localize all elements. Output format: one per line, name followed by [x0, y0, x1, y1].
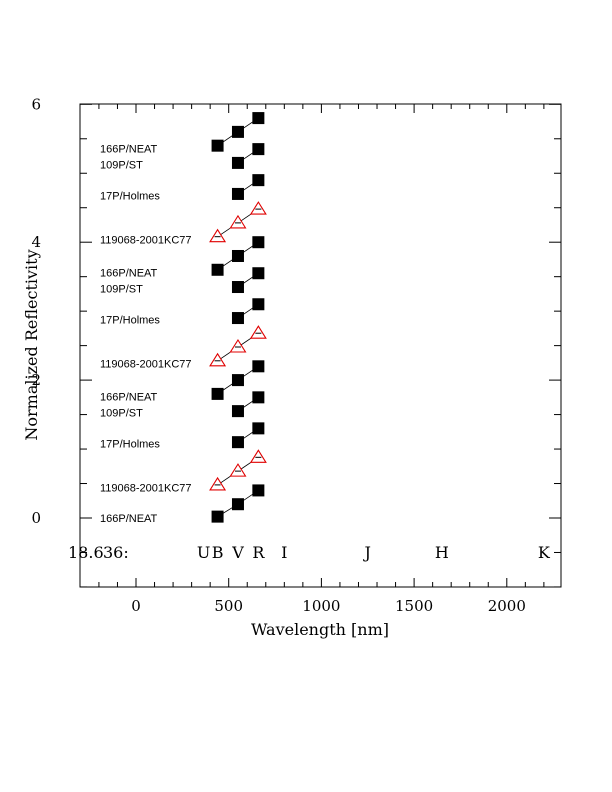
band-label: R [252, 543, 265, 562]
y-tick-label: 6 [31, 95, 41, 113]
data-series [209, 112, 267, 523]
object-label: 166P/NEAT [100, 513, 158, 525]
data-point-triangle [209, 352, 227, 367]
x-tick-label: 1000 [302, 597, 340, 615]
x-tick-label: 0 [131, 597, 141, 615]
object-label: 109P/ST [100, 283, 143, 295]
data-point-square [231, 187, 244, 200]
series-group [231, 391, 265, 418]
series-group [231, 174, 265, 200]
data-point-square [252, 143, 265, 156]
band-label: B [212, 543, 224, 562]
data-point-square [211, 510, 224, 523]
series-group [211, 236, 265, 276]
data-point-triangle [249, 449, 267, 463]
object-label: 166P/NEAT [100, 143, 158, 155]
band-label: J [363, 543, 371, 562]
x-tick-label: 500 [214, 597, 243, 615]
data-point-square [231, 156, 244, 169]
series-group [211, 360, 265, 400]
data-point-square [252, 391, 265, 404]
band-label: V [231, 543, 244, 562]
object-label: 119068-2001KC77 [100, 234, 192, 246]
x-axis-label: Wavelength [nm] [251, 620, 389, 639]
series-group [231, 422, 265, 449]
data-point-square [211, 387, 224, 400]
header-text: 36:18.6 [68, 543, 129, 562]
band-label: H [435, 543, 449, 562]
object-label: 17P/Holmes [100, 190, 160, 202]
object-label: 109P/ST [100, 159, 143, 171]
band-label: K [538, 543, 551, 562]
series-group [209, 449, 267, 491]
data-point-square [231, 498, 244, 511]
data-point-square [252, 298, 265, 311]
series-group [209, 325, 267, 367]
series-group [209, 201, 267, 243]
data-point-square [252, 360, 265, 373]
data-point-square [252, 112, 265, 125]
series-group [211, 484, 265, 523]
axis-ticks [80, 103, 561, 588]
y-tick-label: 2 [31, 371, 41, 389]
object-label: 17P/Holmes [100, 439, 160, 451]
data-point-square [231, 249, 244, 262]
data-point-square [252, 267, 265, 280]
data-point-triangle [229, 214, 247, 229]
data-point-triangle [229, 463, 247, 477]
object-label: 119068-2001KC77 [100, 359, 192, 371]
data-point-triangle [249, 325, 267, 339]
object-label: 166P/NEAT [100, 268, 158, 280]
data-point-triangle [249, 201, 267, 215]
data-point-triangle [209, 228, 227, 243]
y-tick-labels: 0 2 4 6 [31, 95, 41, 527]
y-tick-label: 4 [31, 233, 41, 251]
header-text-item: 36: [103, 543, 129, 562]
data-point-square [252, 422, 265, 435]
x-tick-label: 2000 [488, 597, 526, 615]
x-tick-labels: 0 500 1000 1500 2000 [131, 597, 526, 615]
y-tick-label: 0 [31, 509, 41, 527]
data-point-square [231, 374, 244, 387]
data-point-square [231, 312, 244, 325]
data-point-triangle [229, 338, 247, 353]
object-label: 166P/NEAT [100, 392, 158, 404]
data-point-square [211, 139, 224, 152]
header-text-item: 18.6 [68, 543, 104, 562]
data-point-square [231, 436, 244, 449]
series-group [231, 267, 265, 294]
band-label: U [197, 543, 210, 562]
series-group [231, 298, 265, 325]
data-point-square [252, 236, 265, 249]
data-point-square [211, 263, 224, 276]
data-point-triangle [209, 476, 227, 491]
object-label: 119068-2001KC77 [100, 483, 192, 495]
data-point-square [231, 125, 244, 138]
object-label: 109P/ST [100, 408, 143, 420]
y-axis-label: Normalized Reflectivity [22, 249, 41, 440]
x-tick-label: 1500 [395, 597, 433, 615]
object-labels: 166P/NEAT 119068-2001KC77 17P/Holmes 109P/S… [100, 143, 192, 525]
data-point-square [231, 405, 244, 418]
series-group [231, 143, 265, 169]
band-label: I [281, 543, 287, 562]
data-point-square [252, 174, 265, 187]
object-label: 17P/Holmes [100, 314, 160, 326]
data-point-square [231, 281, 244, 294]
data-point-square [252, 484, 265, 497]
series-group [211, 112, 265, 152]
